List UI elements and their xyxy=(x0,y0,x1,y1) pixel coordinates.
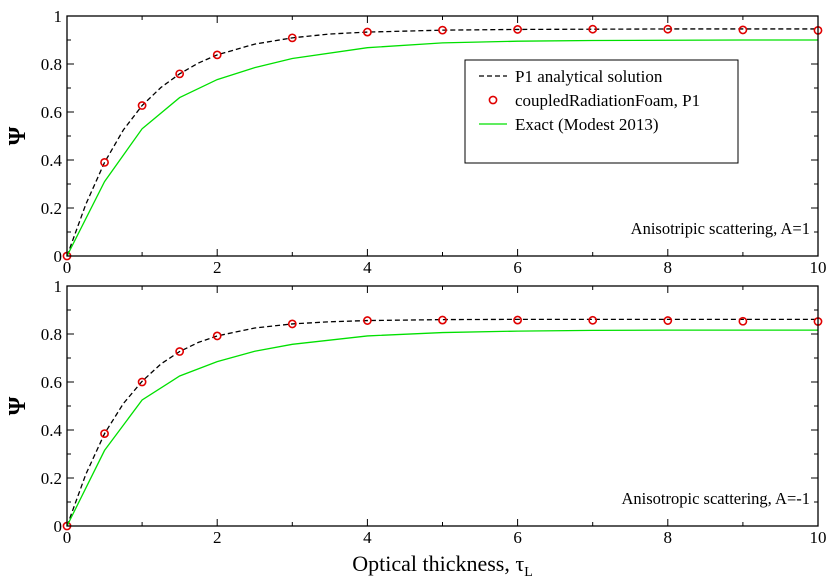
y-tick-label: 0 xyxy=(54,517,63,536)
data-point-coupledRadiationFoam xyxy=(738,316,748,326)
data-point-coupledRadiationFoam xyxy=(287,33,297,43)
data-point-coupledRadiationFoam xyxy=(438,25,447,35)
x-tick-label: 8 xyxy=(664,528,673,547)
y-tick-label: 0.4 xyxy=(41,151,63,170)
legend-label: Exact (Modest 2013) xyxy=(515,115,659,134)
x-tick-label: 10 xyxy=(810,528,827,547)
x-tick-label: 4 xyxy=(363,528,372,547)
panel-annotation: Anisotropic scattering, A=-1 xyxy=(622,489,810,508)
data-point-coupledRadiationFoam xyxy=(362,316,372,325)
series-line-exact xyxy=(66,329,818,527)
x-tick-label: 6 xyxy=(513,258,522,277)
y-tick-label: 0.2 xyxy=(41,199,62,218)
data-point-coupledRadiationFoam xyxy=(588,24,598,34)
y-tick-label: 0.2 xyxy=(41,469,62,488)
plot-frame xyxy=(66,285,819,527)
data-point-coupledRadiationFoam xyxy=(100,429,109,438)
data-point-coupledRadiationFoam xyxy=(175,347,185,356)
legend-box xyxy=(464,59,739,164)
y-tick-label: 0.8 xyxy=(41,55,62,74)
data-point-coupledRadiationFoam xyxy=(513,25,522,34)
plot-frame xyxy=(66,15,819,257)
data-point-coupledRadiationFoam xyxy=(287,319,297,329)
x-tick-label: 2 xyxy=(213,528,222,547)
legend-swatch-marker xyxy=(488,95,498,105)
x-tick-label: 10 xyxy=(810,258,827,277)
data-point-coupledRadiationFoam xyxy=(438,315,447,325)
data-point-coupledRadiationFoam xyxy=(212,331,222,341)
series-line-exact xyxy=(66,39,818,257)
y-tick-label: 1 xyxy=(54,7,63,26)
data-point-coupledRadiationFoam xyxy=(137,101,147,110)
y-tick-label: 0 xyxy=(54,247,63,266)
y-tick-label: 0.4 xyxy=(41,421,63,440)
data-point-coupledRadiationFoam xyxy=(212,50,222,60)
data-point-coupledRadiationFoam xyxy=(100,157,109,167)
x-axis-label-subscript: L xyxy=(524,565,533,578)
y-tick-label: 0.6 xyxy=(41,103,62,122)
panel-bottom: 0 2 4 6 8 10 0 0.2 0.4 0.6 0.8 1 Ψ Anisotropic scatte… xyxy=(5,277,827,578)
data-point-coupledRadiationFoam xyxy=(137,377,147,387)
legend-label: P1 analytical solution xyxy=(515,67,663,86)
x-tick-label: 2 xyxy=(213,258,222,277)
panel-top: 0 2 4 6 8 10 0 0.2 0.4 0.6 0.8 1 Ψ Anisotripic scatte… xyxy=(5,7,827,277)
legend: P1 analytical solution coupledRadiationFo… xyxy=(464,59,739,164)
x-tick-label: 0 xyxy=(63,528,72,547)
data-point-coupledRadiationFoam xyxy=(738,25,748,35)
data-point-coupledRadiationFoam xyxy=(175,69,185,79)
y-tick-label: 0.6 xyxy=(41,373,62,392)
series-line-p1-analytical xyxy=(66,28,818,257)
panel-annotation: Anisotripic scattering, A=1 xyxy=(631,219,810,238)
legend-label: coupledRadiationFoam, P1 xyxy=(515,91,700,110)
y-axis-label: Ψ xyxy=(5,126,31,145)
x-tick-label: 6 xyxy=(513,528,522,547)
data-point-coupledRadiationFoam xyxy=(663,24,673,34)
x-axis-label: Optical thickness, τL xyxy=(352,551,533,578)
data-point-coupledRadiationFoam xyxy=(663,316,673,325)
x-tick-label: 0 xyxy=(63,258,72,277)
series-line-p1-analytical xyxy=(66,318,818,527)
data-point-coupledRadiationFoam xyxy=(513,315,522,325)
x-tick-label: 8 xyxy=(664,258,673,277)
x-axis-label-main: Optical thickness, τ xyxy=(352,551,524,576)
x-tick-label: 4 xyxy=(363,258,372,277)
y-tick-label: 0.8 xyxy=(41,325,62,344)
data-point-coupledRadiationFoam xyxy=(588,315,598,325)
y-axis-label: Ψ xyxy=(5,396,31,415)
y-tick-label: 1 xyxy=(54,277,63,296)
data-point-coupledRadiationFoam xyxy=(362,27,372,37)
